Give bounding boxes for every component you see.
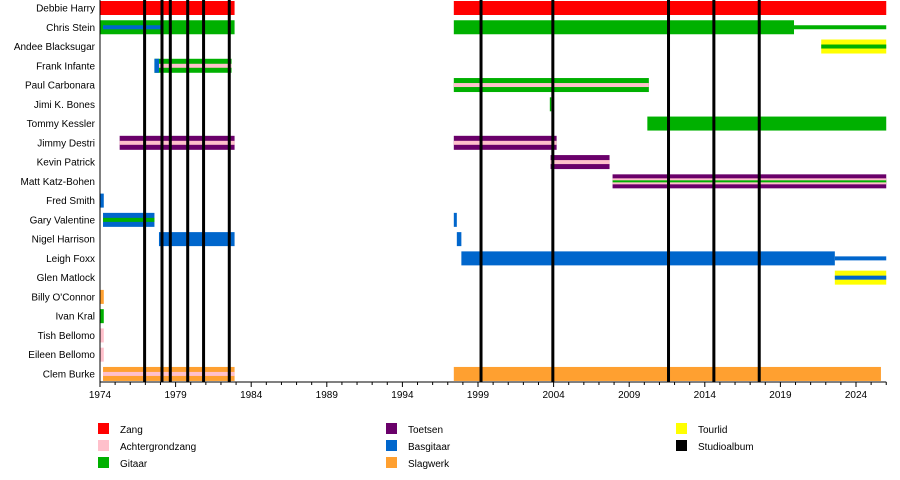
bar-basgitaar xyxy=(453,212,457,227)
bar-slagwerk xyxy=(100,289,104,304)
bar-gitaar xyxy=(647,116,887,131)
legend-swatch-toetsen xyxy=(386,423,397,434)
bar-achtergrondzang xyxy=(154,63,232,68)
x-tick-label: 2019 xyxy=(769,390,792,401)
legend-label: Tourlid xyxy=(698,425,727,436)
studio-album-lines xyxy=(143,0,761,382)
bar-zang xyxy=(453,1,887,15)
bar-basgitaar xyxy=(456,232,462,247)
member-label: Kevin Patrick xyxy=(37,158,96,169)
legend-label: Slagwerk xyxy=(408,459,450,470)
member-label: Leigh Foxx xyxy=(46,254,95,265)
bar-achtergrondzang xyxy=(453,140,557,145)
bar-gitaar xyxy=(821,44,887,49)
member-label: Tish Bellomo xyxy=(38,331,96,342)
member-label: Ivan Kral xyxy=(56,312,95,323)
member-label: Billy O'Connor xyxy=(31,292,95,303)
member-labels: Debbie Harry Chris Stein Andee Blacksugar F… xyxy=(14,4,96,381)
member-label: Eileen Bellomo xyxy=(28,350,95,361)
bar-gitaar xyxy=(453,20,795,35)
legend: Zang Achtergrondzang Gitaar Toetsen Basgitaa… xyxy=(98,423,754,470)
member-label: Tommy Kessler xyxy=(27,119,96,130)
member-label: Nigel Harrison xyxy=(32,235,95,246)
member-label: Frank Infante xyxy=(36,61,95,72)
bar-achtergrondzang xyxy=(103,371,235,376)
bar-achtergrondzang xyxy=(550,160,610,165)
bar-basgitaar xyxy=(461,251,835,266)
legend-label: Zang xyxy=(120,425,143,436)
x-tick-label: 1994 xyxy=(391,390,414,401)
x-tick-label: 2024 xyxy=(845,390,868,401)
member-label: Paul Carbonara xyxy=(25,81,95,92)
member-label: Fred Smith xyxy=(46,196,95,207)
member-label: Matt Katz-Bohen xyxy=(21,177,95,188)
bar-basgitaar xyxy=(154,58,159,73)
bar-achtergrondzang xyxy=(453,83,649,88)
bar-gitaar xyxy=(794,25,887,30)
legend-label: Basgitaar xyxy=(408,442,451,453)
bar-basgitaar xyxy=(100,193,104,208)
x-tick-label: 2009 xyxy=(618,390,641,401)
bar-basgitaar xyxy=(834,256,887,261)
legend-swatch-zang xyxy=(98,423,109,434)
legend-label: Achtergrondzang xyxy=(120,442,196,453)
bar-gitaar xyxy=(612,180,887,183)
bar-gitaar xyxy=(549,97,552,112)
member-label: Jimi K. Bones xyxy=(34,100,95,111)
member-label: Debbie Harry xyxy=(36,4,95,15)
member-label: Chris Stein xyxy=(46,23,95,34)
bar-basgitaar xyxy=(103,25,161,30)
legend-label: Gitaar xyxy=(120,459,148,470)
bar-gitaar xyxy=(103,217,155,222)
bar-achtergrondzang xyxy=(100,328,104,343)
bar-gitaar xyxy=(100,20,235,35)
legend-swatch-tourlid xyxy=(676,423,687,434)
bar-achtergrondzang xyxy=(119,140,235,145)
axes: 1974 1979 1984 1989 1994 1999 2004 2009 2014 2019… xyxy=(89,0,887,401)
x-tick-label: 1999 xyxy=(467,390,490,401)
legend-swatch-gitaar xyxy=(98,457,109,468)
x-tick-label: 1974 xyxy=(89,390,112,401)
x-tick-label: 1979 xyxy=(164,390,187,401)
member-label: Jimmy Destri xyxy=(37,138,95,149)
legend-label: Toetsen xyxy=(408,425,443,436)
bar-zang xyxy=(100,1,235,15)
legend-swatch-studioalbum xyxy=(676,440,687,451)
legend-swatch-basgitaar xyxy=(386,440,397,451)
member-label: Glen Matlock xyxy=(37,273,96,284)
bar-basgitaar xyxy=(834,275,887,280)
bar-gitaar xyxy=(100,309,104,324)
legend-swatch-slagwerk xyxy=(386,457,397,468)
legend-swatch-achtergrondzang xyxy=(98,440,109,451)
member-label: Clem Burke xyxy=(43,369,96,380)
x-tick-label: 1984 xyxy=(240,390,263,401)
bar-basgitaar xyxy=(158,232,235,247)
bar-achtergrondzang xyxy=(100,347,104,362)
legend-label: Studioalbum xyxy=(698,442,754,453)
x-tick-label: 2014 xyxy=(694,390,717,401)
x-tick-label: 1989 xyxy=(316,390,339,401)
x-tick-label: 2004 xyxy=(542,390,565,401)
member-bars xyxy=(100,1,887,381)
member-label: Andee Blacksugar xyxy=(14,42,96,53)
member-label: Gary Valentine xyxy=(30,215,96,226)
